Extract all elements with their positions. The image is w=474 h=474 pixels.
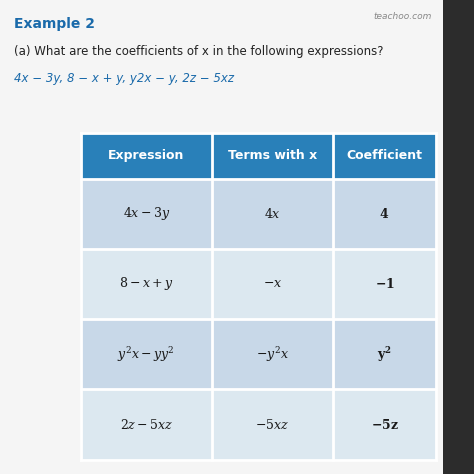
FancyBboxPatch shape: [443, 0, 474, 474]
Text: $-x$: $-x$: [263, 277, 282, 291]
Text: $\mathbf{4}$: $\mathbf{4}$: [380, 207, 390, 221]
Text: $\mathbf{y^2}$: $\mathbf{y^2}$: [377, 345, 392, 364]
Text: $-y^2 x$: $-y^2 x$: [256, 345, 289, 364]
FancyBboxPatch shape: [81, 133, 436, 179]
Text: $4x$: $4x$: [264, 207, 281, 221]
Text: $8 - x + y$: $8 - x + y$: [119, 275, 173, 292]
Text: Terms with x: Terms with x: [228, 149, 317, 162]
FancyBboxPatch shape: [81, 249, 436, 319]
Text: $\mathbf{-1}$: $\mathbf{-1}$: [374, 277, 394, 291]
FancyBboxPatch shape: [81, 179, 436, 249]
Text: 4x − 3y, 8 − x + y, y2x − y, 2z − 5xz: 4x − 3y, 8 − x + y, y2x − y, 2z − 5xz: [14, 72, 234, 85]
Text: $-5xz$: $-5xz$: [255, 418, 290, 432]
Text: $4x - 3y$: $4x - 3y$: [123, 205, 170, 222]
Text: Example 2: Example 2: [14, 17, 95, 31]
FancyBboxPatch shape: [81, 390, 436, 460]
Text: $\mathbf{-5z}$: $\mathbf{-5z}$: [371, 418, 399, 432]
Text: $y^2 x - yy^2$: $y^2 x - yy^2$: [118, 345, 175, 364]
FancyBboxPatch shape: [81, 319, 436, 390]
Text: Coefficient: Coefficient: [346, 149, 422, 162]
Text: teachoo.com: teachoo.com: [373, 12, 431, 21]
Text: (a) What are the coefficients of x in the following expressions?: (a) What are the coefficients of x in th…: [14, 45, 384, 58]
Text: Expression: Expression: [108, 149, 184, 162]
Text: $2z - 5xz$: $2z - 5xz$: [119, 418, 173, 432]
